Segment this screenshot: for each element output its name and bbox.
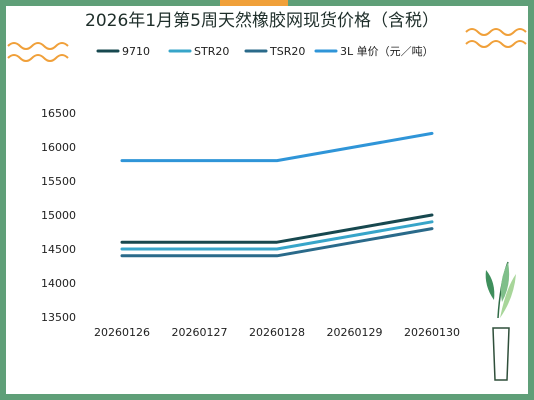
y-tick-label: 15500 [41, 175, 76, 188]
legend-label: 3L 单价（元／吨） [340, 45, 434, 58]
y-tick-label: 15000 [41, 209, 76, 222]
chart-legend: 9710 STR20 TSR20 3L 单价（元／吨） [96, 45, 434, 58]
y-axis-ticks: 13500 14000 14500 15000 15500 16000 16500 [41, 107, 76, 324]
legend-label: STR20 [194, 45, 229, 58]
top-border-accent [220, 0, 288, 6]
series-line-1 [120, 220, 434, 251]
series-line-2 [120, 227, 434, 258]
x-tick-label: 20260126 [94, 326, 150, 339]
wave-left-bottom [7, 54, 69, 62]
legend-label: 9710 [122, 45, 150, 58]
x-tick-label: 20260129 [327, 326, 383, 339]
x-axis-ticks: 20260126 20260127 20260128 20260129 20260130 [94, 326, 460, 339]
legend-label: TSR20 [269, 45, 305, 58]
x-tick-label: 20260130 [404, 326, 460, 339]
series-line-0 [120, 213, 434, 244]
plant-decoration [485, 261, 516, 381]
x-tick-label: 20260127 [172, 326, 228, 339]
y-tick-label: 14000 [41, 277, 76, 290]
x-tick-label: 20260128 [249, 326, 305, 339]
y-tick-label: 14500 [41, 243, 76, 256]
wave-left-top [7, 42, 69, 50]
wave-right-bottom [465, 40, 527, 48]
y-tick-label: 13500 [41, 311, 76, 324]
y-tick-label: 16500 [41, 107, 76, 120]
decorative-waves [7, 28, 527, 62]
y-tick-label: 16000 [41, 141, 76, 154]
wave-right-top [465, 28, 527, 36]
chart-title: 2026年1月第5周天然橡胶网现货价格（含税） [85, 11, 439, 31]
series-line-3 [120, 131, 434, 163]
series-lines [120, 131, 434, 258]
